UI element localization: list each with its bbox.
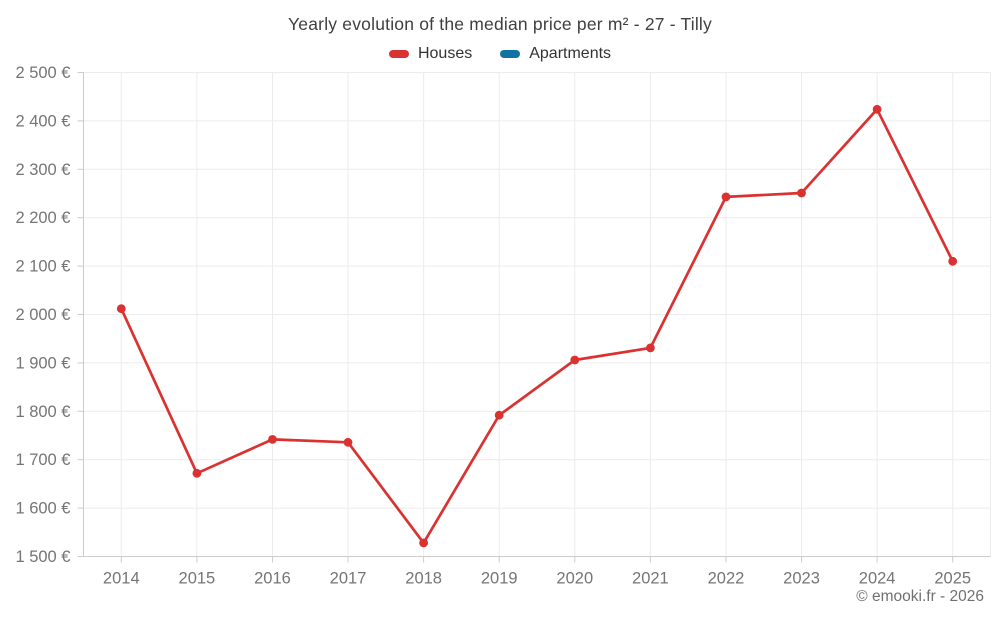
data-point-houses-2023[interactable] [797,188,806,198]
y-tick-label: 2 000 € [15,306,70,324]
data-point-houses-2021[interactable] [646,343,655,353]
y-tick-label: 2 300 € [15,161,70,179]
y-tick-label: 1 800 € [15,403,70,421]
y-tick-label: 2 400 € [15,112,70,130]
legend-swatch-apartments [500,50,521,58]
y-tick-label: 1 600 € [15,500,70,518]
data-point-houses-2022[interactable] [721,192,731,202]
x-tick-label: 2021 [632,570,669,588]
data-point-houses-2025[interactable] [948,256,958,266]
y-tick-label: 2 500 € [15,64,70,82]
x-tick-label: 2020 [556,570,593,588]
x-tick-label: 2022 [708,570,745,588]
legend-label: Houses [417,45,473,62]
x-tick-label: 2025 [934,570,971,588]
x-tick-label: 2017 [330,570,367,588]
x-tick-label: 2016 [254,570,291,588]
y-tick-label: 1 500 € [15,548,70,566]
x-tick-label: 2023 [783,570,820,588]
data-point-houses-2024[interactable] [872,104,882,114]
data-point-houses-2018[interactable] [419,538,428,548]
y-tick-label: 2 100 € [15,258,70,276]
legend-swatch-houses [388,50,409,58]
x-tick-label: 2024 [859,570,896,588]
y-tick-label: 1 900 € [15,354,70,372]
x-tick-label: 2014 [103,570,140,588]
x-tick-label: 2018 [405,570,442,588]
data-point-houses-2017[interactable] [343,437,353,447]
data-point-houses-2016[interactable] [268,435,277,444]
copyright-label: © emooki.fr - 2026 [856,588,984,605]
legend: Houses Apartments [0,45,1000,63]
y-tick-label: 2 200 € [15,209,70,227]
chart-title: Yearly evolution of the median price per… [288,14,712,34]
y-tick-label: 1 700 € [15,451,70,469]
x-tick-label: 2019 [481,570,518,588]
data-point-houses-2014[interactable] [116,304,126,314]
x-tick-label: 2015 [179,570,216,588]
data-point-houses-2020[interactable] [570,355,580,365]
legend-label: Apartments [529,45,612,62]
legend-item-apartments[interactable]: Apartments [500,45,611,63]
houses-line [119,107,955,545]
data-point-houses-2015[interactable] [192,468,202,478]
legend-item-houses[interactable]: Houses [388,45,473,63]
data-point-houses-2019[interactable] [494,410,504,420]
